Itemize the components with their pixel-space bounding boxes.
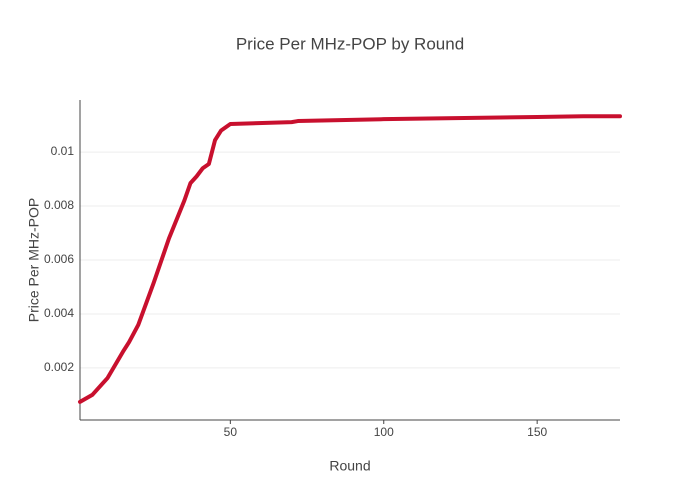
- y-tick-label: 0.002: [44, 360, 74, 374]
- y-tick-label: 0.008: [44, 198, 74, 212]
- y-axis-title: Price Per MHz-POP: [26, 198, 42, 322]
- y-tick-label: 0.006: [44, 252, 74, 266]
- x-tick-label: 100: [374, 425, 394, 439]
- y-tick-label: 0.004: [44, 306, 74, 320]
- y-tick-label: 0.01: [51, 144, 75, 158]
- x-tick-label: 150: [527, 425, 547, 439]
- data-line: [78, 114, 622, 404]
- chart-title: Price Per MHz-POP by Round: [236, 34, 464, 53]
- x-axis-title: Round: [329, 458, 370, 474]
- x-tick-label: 50: [224, 425, 238, 439]
